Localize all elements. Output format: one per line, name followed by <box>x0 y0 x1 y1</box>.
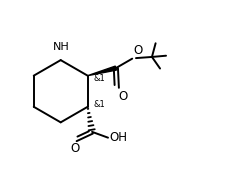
Text: O: O <box>70 142 79 155</box>
Text: &1: &1 <box>94 100 105 109</box>
Text: OH: OH <box>109 131 128 144</box>
Text: O: O <box>118 90 128 103</box>
Text: &1: &1 <box>94 74 105 83</box>
Text: NH: NH <box>53 42 70 52</box>
Polygon shape <box>88 66 116 76</box>
Text: O: O <box>134 44 143 57</box>
